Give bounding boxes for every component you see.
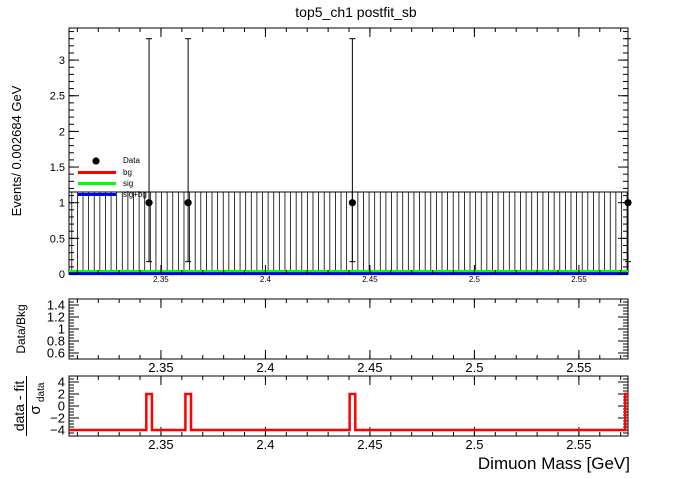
y-tick-label: 0.5: [50, 233, 65, 245]
legend: Data bg sig sig+bg: [78, 156, 147, 199]
data-points: [145, 38, 632, 263]
data-point: [348, 199, 356, 207]
y-tick-label: 1.2: [47, 310, 65, 325]
x-tick-label: 2.5: [465, 437, 483, 452]
ratio-plot-frame: [68, 298, 629, 360]
y-tick-label: 1.5: [50, 162, 65, 174]
x-tick-label: 2.45: [362, 275, 378, 284]
pull-y-label-subscript: data: [36, 382, 47, 402]
x-tick-label: 2.55: [571, 275, 587, 284]
y-tick-label: 4: [58, 375, 65, 390]
ratio-y-axis-label: Data/Bkg: [14, 304, 28, 353]
x-tick-label: 2.55: [566, 360, 591, 375]
pull-x-ticks: 2.35 2.4 2.45 2.5 2.55: [76, 376, 622, 452]
y-tick-label: 1: [58, 322, 65, 337]
x-tick-label: 2.5: [469, 275, 481, 284]
y-tick-label: 1: [59, 198, 65, 210]
x-tick-label: 2.35: [148, 360, 173, 375]
pull-residual-line: [69, 392, 628, 432]
y-tick-label: 3: [59, 55, 65, 67]
y-tick-label: 0: [59, 269, 65, 281]
model-curves: [69, 270, 628, 276]
main-y-ticks: 0 0.5 1 1.5 2 2.5 3: [50, 31, 628, 281]
main-plot-panel: 2.35 2.4 2.45 2.5 2.55 0 0.5 1 1.5 2 2.5 3 Events/…: [9, 27, 632, 284]
legend-label-sig-plus-bg: sig+bg: [123, 190, 147, 199]
x-tick-label: 2.55: [566, 437, 591, 452]
ratio-x-ticks: 2.35 2.4 2.45 2.5 2.55: [76, 299, 622, 375]
legend-label-bg: bg: [123, 168, 132, 177]
x-tick-label: 2.4: [260, 275, 272, 284]
chart-title: top5_ch1 postfit_sb: [295, 4, 417, 20]
main-y-axis-label: Events/ 0.002684 GeV: [9, 85, 24, 216]
y-tick-label: 2.5: [50, 91, 65, 103]
y-tick-label: −4: [50, 423, 65, 438]
x-tick-label: 2.35: [153, 275, 169, 284]
ratio-plot-panel: 2.35 2.4 2.45 2.5 2.55 0.60.811.21.4 Data/Bk…: [14, 298, 629, 375]
y-tick-label: 2: [59, 126, 65, 138]
y-tick-label: 0.6: [47, 346, 65, 361]
main-plot-frame: [68, 27, 629, 275]
y-tick-label: 0.8: [47, 334, 65, 349]
x-tick-label: 2.5: [465, 360, 483, 375]
ratio-y-ticks: 0.60.811.21.4: [47, 298, 628, 361]
empty-bin-error-bars: [69, 191, 628, 274]
x-tick-label: 2.35: [148, 437, 173, 452]
y-tick-label: 2: [58, 387, 65, 402]
y-tick-label: 1.4: [47, 298, 65, 313]
x-axis-label: Dimuon Mass [GeV]: [478, 454, 630, 473]
data-point: [184, 199, 192, 207]
pull-y-label-numerator: data - fit: [11, 381, 27, 432]
pull-y-label-sigma: σ: [27, 405, 44, 415]
x-tick-label: 2.4: [256, 360, 274, 375]
x-tick-label: 2.45: [357, 437, 382, 452]
x-tick-label: 2.45: [357, 360, 382, 375]
y-tick-label: −2: [50, 411, 65, 426]
data-point: [145, 199, 153, 207]
pull-y-axis-label: data - fit σ data: [11, 376, 47, 436]
legend-label-sig: sig: [123, 179, 133, 188]
y-tick-label: 0: [58, 399, 65, 414]
main-x-ticks: 2.35 2.4 2.45 2.5 2.55: [76, 28, 622, 284]
legend-label-data: Data: [123, 156, 140, 165]
x-tick-label: 2.4: [256, 437, 274, 452]
